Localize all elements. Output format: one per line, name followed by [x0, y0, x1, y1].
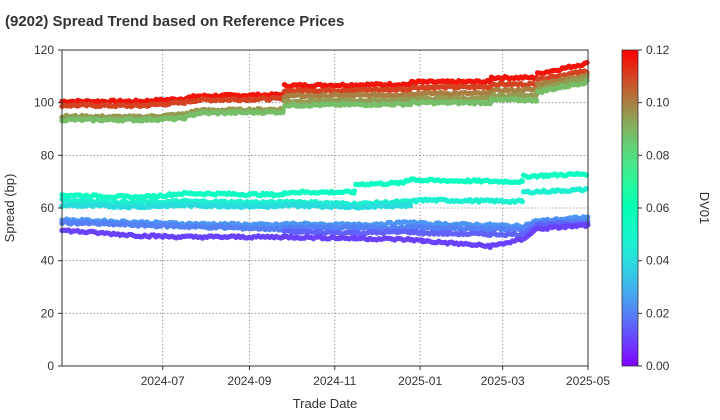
scatter-point [519, 198, 525, 205]
scatter-points [59, 59, 591, 250]
colorbar-tick-label: 0.04 [646, 254, 670, 268]
colorbar-gradient [621, 49, 639, 367]
y-tick-label: 80 [41, 148, 55, 162]
x-tick-label: 2024-09 [227, 374, 271, 388]
x-tick-label: 2025-01 [398, 374, 442, 388]
y-axis-label: Spread (bp) [2, 174, 17, 243]
scatter-point [584, 59, 590, 66]
colorbar: 0.00 0.02 0.04 0.06 0.08 0.10 0.12 [621, 43, 670, 373]
colorbar-tick-label: 0.06 [646, 201, 670, 215]
x-tick-label: 2025-05 [566, 374, 610, 388]
y-tick-label: 40 [41, 254, 55, 268]
y-tick-label: 100 [34, 96, 54, 110]
scatter-point [407, 203, 413, 209]
y-axis-ticks: 0 20 40 60 80 100 120 [34, 43, 62, 373]
x-tick-label: 2024-11 [313, 374, 356, 388]
scatter-point [533, 97, 539, 103]
colorbar-tick-label: 0.08 [646, 148, 670, 162]
chart-title: (9202) Spread Trend based on Reference P… [5, 13, 344, 30]
x-tick-label: 2024-07 [141, 374, 185, 388]
colorbar-tick-label: 0.10 [646, 96, 670, 110]
y-tick-label: 20 [41, 306, 55, 320]
y-tick-label: 0 [47, 359, 54, 373]
scatter-point [584, 78, 590, 84]
colorbar-tick-label: 0.02 [646, 306, 670, 320]
scatter-point [487, 100, 493, 106]
scatter-point [280, 109, 286, 116]
scatter-point [351, 188, 358, 194]
y-tick-label: 120 [34, 43, 54, 57]
y-tick-label: 60 [41, 201, 55, 215]
scatter-point [519, 178, 525, 184]
colorbar-tick-label: 0.12 [646, 43, 670, 57]
x-axis-ticks: 2024-07 2024-09 2024-11 2025-01 2025-03 2025-… [141, 366, 610, 388]
x-tick-label: 2025-03 [481, 374, 525, 388]
colorbar-label: DV01 [697, 192, 712, 225]
x-axis-label: Trade Date [293, 396, 358, 411]
colorbar-tick-label: 0.00 [646, 359, 670, 373]
